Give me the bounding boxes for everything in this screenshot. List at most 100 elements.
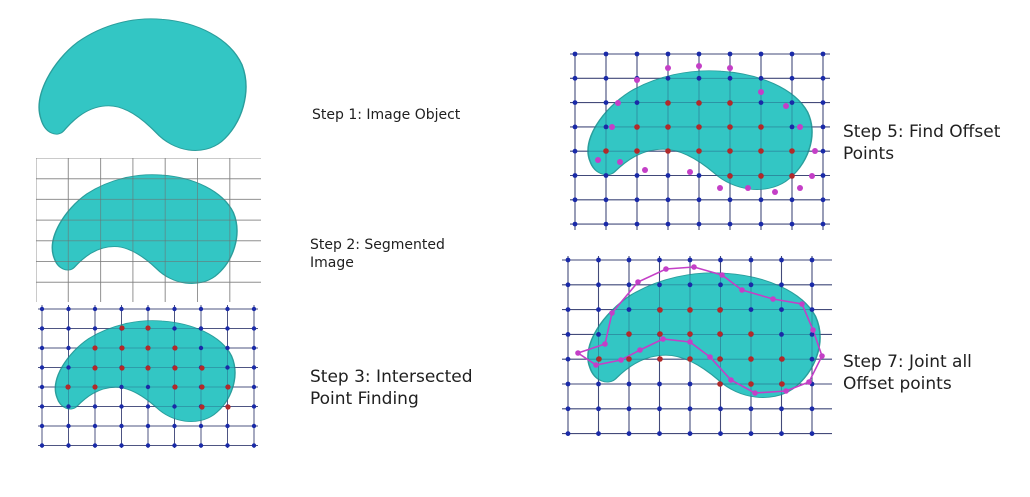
grid-point — [596, 282, 601, 288]
step7-label: Step 7: Joint all Offset points — [843, 351, 972, 395]
grid-point — [39, 443, 45, 448]
intersection-point — [717, 307, 723, 313]
grid-point — [657, 431, 662, 436]
grid-point — [603, 124, 609, 130]
intersection-point — [199, 384, 205, 390]
grid-point — [572, 197, 578, 203]
grid-point — [251, 326, 257, 331]
grid-point — [225, 345, 230, 351]
grid-point — [603, 51, 609, 57]
grid-point — [39, 326, 45, 331]
offset-point — [758, 89, 764, 95]
grid-point — [657, 282, 662, 288]
grid-point — [565, 332, 571, 337]
grid-point — [603, 221, 609, 227]
grid-point — [572, 75, 578, 81]
step5-line1: Step 5: Find Offset — [843, 122, 1001, 142]
intersection-point — [199, 365, 205, 371]
step7-line2: Offset points — [843, 374, 952, 395]
grid-point — [789, 124, 795, 130]
grid-point — [626, 282, 632, 288]
step2-label: Step 2: Segmented Image — [310, 236, 445, 272]
intersection-point — [657, 331, 663, 337]
grid-point — [779, 406, 784, 412]
intersection-point — [145, 365, 151, 371]
grid-point — [727, 75, 733, 81]
grid-point — [39, 365, 45, 370]
grid-point — [172, 423, 177, 429]
offset-point — [660, 336, 666, 342]
grid-point — [809, 356, 815, 362]
grid-point — [789, 100, 795, 105]
intersection-point — [727, 173, 733, 179]
intersection-point — [626, 331, 632, 337]
intersection-point — [225, 404, 231, 410]
grid-point — [225, 443, 230, 448]
intersection-point — [626, 356, 632, 362]
grid-point — [626, 307, 632, 312]
offset-point — [770, 296, 776, 302]
intersection-point — [748, 381, 754, 387]
grid-point — [225, 365, 230, 370]
offset-point — [687, 339, 693, 345]
grid-point — [820, 51, 826, 57]
grid-point — [92, 326, 98, 331]
grid-point — [596, 431, 601, 436]
intersection-point — [172, 365, 178, 371]
grid-point — [665, 75, 671, 81]
offset-point — [637, 347, 643, 353]
grid-point — [66, 423, 71, 429]
grid-point — [225, 306, 230, 312]
offset-point — [665, 65, 671, 71]
grid-point — [565, 257, 571, 263]
intersection-point — [727, 124, 733, 130]
intersection-point — [634, 124, 640, 130]
grid-point — [596, 381, 601, 387]
grid-point — [779, 257, 784, 263]
offset-point — [634, 77, 640, 83]
grid-point — [596, 307, 601, 312]
intersection-point — [92, 384, 98, 390]
intersection-point — [199, 404, 205, 410]
grid-point — [145, 423, 151, 429]
grid-point — [119, 404, 124, 409]
grid-point — [39, 306, 45, 312]
intersection-point — [657, 307, 663, 313]
grid-point — [596, 332, 601, 337]
grid-point — [665, 221, 671, 227]
grid-point — [251, 443, 257, 448]
intersection-point — [717, 356, 723, 362]
offset-point — [799, 301, 805, 307]
intersection-point — [145, 345, 151, 351]
grid-point — [696, 197, 702, 203]
grid-point — [198, 326, 204, 331]
grid-point — [225, 326, 230, 331]
offset-point — [609, 310, 615, 316]
intersection-point — [665, 124, 671, 130]
offset-point — [719, 272, 725, 278]
intersection-point — [696, 124, 702, 130]
grid-point — [572, 148, 578, 154]
intersection-point — [172, 345, 178, 351]
grid-point — [687, 431, 693, 436]
intersection-point — [696, 148, 702, 154]
offset-point — [635, 279, 641, 285]
grid-point — [39, 384, 45, 390]
grid-point — [779, 431, 784, 436]
grid-point — [665, 51, 671, 57]
grid-point — [92, 306, 98, 312]
grid-point — [727, 51, 733, 57]
intersection-points — [39, 306, 257, 448]
grid-point — [748, 307, 754, 312]
grid-point — [696, 75, 702, 81]
offset-point — [602, 341, 608, 347]
grid-point — [809, 282, 815, 288]
grid-point — [718, 431, 723, 436]
grid-point — [145, 306, 151, 312]
grid-point — [820, 197, 826, 203]
grid-point — [727, 197, 733, 203]
grid-point — [634, 100, 640, 105]
grid-point — [809, 307, 815, 312]
step5-label: Step 5: Find Offset Points — [843, 121, 1000, 165]
grid-point — [198, 306, 204, 312]
